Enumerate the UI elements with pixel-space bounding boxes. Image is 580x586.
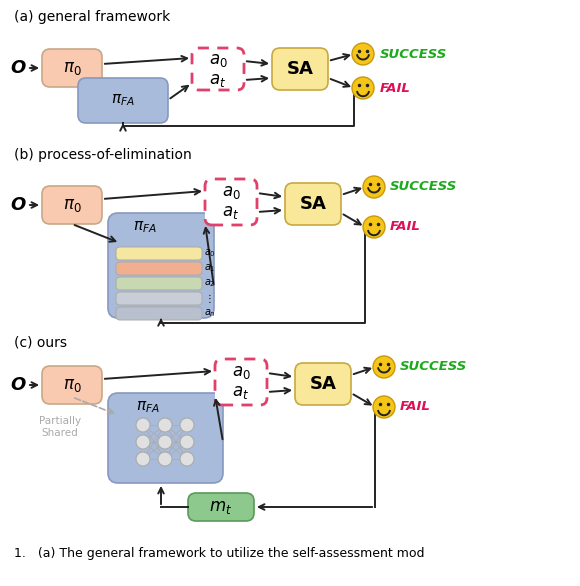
Text: FAIL: FAIL (390, 220, 421, 233)
Circle shape (158, 435, 172, 449)
Text: $\boldsymbol{\pi_0}$: $\boldsymbol{\pi_0}$ (63, 59, 81, 77)
Circle shape (158, 418, 172, 432)
Text: $a_2$: $a_2$ (204, 278, 216, 289)
Text: $\boldsymbol{O}$: $\boldsymbol{O}$ (10, 196, 26, 214)
Text: $\boldsymbol{\pi_{FA}}$: $\boldsymbol{\pi_{FA}}$ (111, 92, 135, 108)
Circle shape (180, 452, 194, 466)
Text: $a_0$: $a_0$ (204, 248, 216, 260)
Circle shape (136, 418, 150, 432)
Text: SUCCESS: SUCCESS (380, 47, 447, 60)
Text: $\boldsymbol{a_t}$: $\boldsymbol{a_t}$ (209, 71, 227, 89)
FancyBboxPatch shape (188, 493, 254, 521)
FancyBboxPatch shape (116, 247, 202, 260)
Text: SA: SA (287, 60, 313, 78)
Circle shape (136, 435, 150, 449)
FancyBboxPatch shape (116, 262, 202, 275)
Text: $\boldsymbol{O}$: $\boldsymbol{O}$ (10, 376, 26, 394)
Circle shape (363, 216, 385, 238)
Text: $\boldsymbol{\pi_{FA}}$: $\boldsymbol{\pi_{FA}}$ (136, 399, 160, 415)
Text: $\vdots$: $\vdots$ (204, 292, 211, 305)
Text: $\boldsymbol{O}$: $\boldsymbol{O}$ (10, 59, 26, 77)
FancyBboxPatch shape (116, 292, 202, 305)
Text: $\boldsymbol{\pi_0}$: $\boldsymbol{\pi_0}$ (63, 196, 81, 214)
FancyBboxPatch shape (42, 366, 102, 404)
FancyBboxPatch shape (272, 48, 328, 90)
FancyBboxPatch shape (285, 183, 341, 225)
Circle shape (363, 176, 385, 198)
FancyBboxPatch shape (205, 179, 257, 225)
Circle shape (373, 396, 395, 418)
Text: (a) general framework: (a) general framework (14, 10, 171, 24)
FancyBboxPatch shape (42, 49, 102, 87)
Text: SUCCESS: SUCCESS (400, 360, 467, 373)
FancyBboxPatch shape (108, 393, 223, 483)
Text: $a_1$: $a_1$ (204, 263, 216, 274)
Text: FAIL: FAIL (380, 81, 411, 94)
Circle shape (180, 418, 194, 432)
Text: $\boldsymbol{a_0}$: $\boldsymbol{a_0}$ (222, 183, 240, 201)
FancyBboxPatch shape (215, 359, 267, 405)
Text: $\boldsymbol{m_t}$: $\boldsymbol{m_t}$ (209, 498, 233, 516)
Circle shape (136, 452, 150, 466)
Circle shape (158, 452, 172, 466)
Text: $\boldsymbol{a_0}$: $\boldsymbol{a_0}$ (209, 51, 227, 69)
Text: (b) process-of-elimination: (b) process-of-elimination (14, 148, 192, 162)
FancyBboxPatch shape (192, 48, 244, 90)
Text: FAIL: FAIL (400, 400, 431, 414)
FancyBboxPatch shape (78, 78, 168, 123)
Circle shape (352, 43, 374, 65)
Text: $a_n$: $a_n$ (204, 308, 216, 319)
Circle shape (180, 435, 194, 449)
FancyBboxPatch shape (42, 186, 102, 224)
Text: $\boldsymbol{a_t}$: $\boldsymbol{a_t}$ (223, 203, 240, 221)
FancyBboxPatch shape (116, 307, 202, 320)
Text: $\boldsymbol{\pi_{FA}}$: $\boldsymbol{\pi_{FA}}$ (133, 219, 157, 235)
Circle shape (373, 356, 395, 378)
Text: SUCCESS: SUCCESS (390, 180, 457, 193)
Text: (c) ours: (c) ours (14, 335, 67, 349)
Text: $\boldsymbol{\pi_0}$: $\boldsymbol{\pi_0}$ (63, 376, 81, 394)
FancyBboxPatch shape (116, 277, 202, 290)
Text: Partially
Shared: Partially Shared (39, 416, 81, 438)
Text: $\boldsymbol{a_0}$: $\boldsymbol{a_0}$ (231, 363, 251, 381)
Text: SA: SA (299, 195, 327, 213)
FancyBboxPatch shape (295, 363, 351, 405)
FancyBboxPatch shape (108, 213, 214, 318)
Text: $\boldsymbol{a_t}$: $\boldsymbol{a_t}$ (233, 383, 249, 401)
Circle shape (352, 77, 374, 99)
Text: SA: SA (310, 375, 336, 393)
Text: 1.   (a) The general framework to utilize the self-assessment mod: 1. (a) The general framework to utilize … (14, 547, 425, 560)
